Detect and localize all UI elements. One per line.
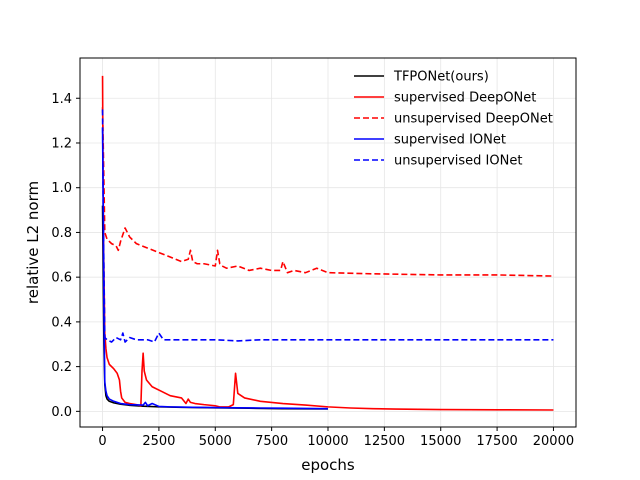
series-line-supervised-ionet [101, 127, 329, 410]
ticks: 0 2500 5000 7500 10000 12500 15000 17500 20000 0.… [51, 92, 574, 449]
x-tick-label: 12500 [364, 434, 405, 449]
x-tick-label: 17500 [476, 434, 517, 449]
y-tick-label: 1.2 [51, 136, 72, 151]
y-tick-label: 0.0 [51, 405, 72, 420]
x-tick-label: 5000 [199, 434, 232, 449]
legend-label: unsupervised DeepONet [394, 112, 553, 127]
y-tick-label: 1.0 [51, 181, 72, 196]
y-tick-label: 0.8 [51, 226, 72, 241]
x-tick-label: 0 [98, 434, 106, 449]
x-tick-label: 2500 [142, 434, 175, 449]
x-tick-label: 15000 [420, 434, 461, 449]
series-line-unsupervised-ionet [101, 109, 554, 343]
series-group [101, 75, 554, 411]
grid [80, 58, 576, 427]
legend-label: TFPONet(ours) [393, 70, 489, 85]
y-tick-label: 1.4 [51, 92, 72, 107]
y-tick-label: 0.4 [51, 315, 72, 330]
legend: TFPONet(ours) supervised DeepONet unsuperv… [354, 70, 553, 169]
legend-label: supervised IONet [394, 133, 506, 148]
y-tick-label: 0.6 [51, 271, 72, 286]
y-axis-title: relative L2 norm [24, 181, 42, 304]
series-line-unsupervised-deeponet [101, 107, 554, 277]
x-tick-label: 10000 [307, 434, 348, 449]
x-tick-label: 7500 [255, 434, 288, 449]
series-line-supervised-deeponet [101, 75, 554, 411]
x-axis-title: epochs [301, 456, 355, 474]
x-tick-label: 20000 [533, 434, 574, 449]
legend-label: supervised DeepONet [394, 91, 536, 106]
legend-label: unsupervised IONet [394, 154, 522, 169]
y-tick-label: 0.2 [51, 360, 72, 375]
